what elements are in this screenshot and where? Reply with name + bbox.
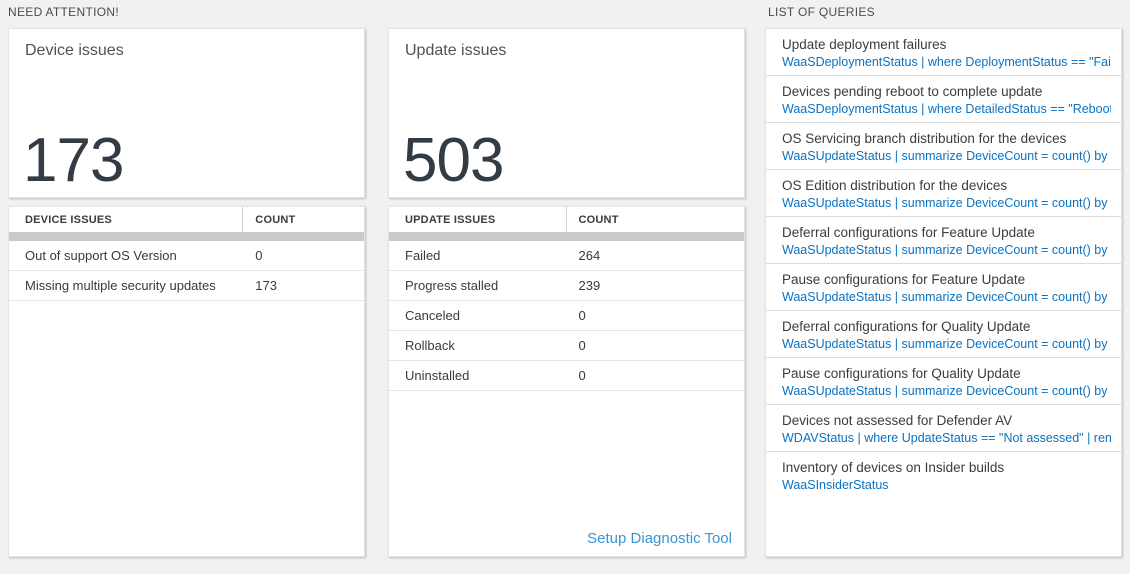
query-text: WaaSDeploymentStatus | where DeploymentS… (782, 55, 1111, 69)
header-divider-bar (9, 232, 364, 241)
need-attention-heading: NEED ATTENTION! (8, 5, 119, 19)
query-title: Devices not assessed for Defender AV (782, 413, 1013, 428)
query-text: WaaSUpdateStatus | summarize DeviceCount… (782, 149, 1111, 163)
row-label: Rollback (405, 338, 455, 353)
query-list-item[interactable]: Devices pending reboot to complete updat… (766, 76, 1121, 123)
query-title: Pause configurations for Feature Update (782, 272, 1026, 287)
row-label: Progress stalled (405, 278, 499, 293)
query-text: WaaSUpdateStatus | summarize DeviceCount… (782, 384, 1111, 398)
query-list-panel: Update deployment failures WaaSDeployment… (765, 28, 1122, 557)
list-of-queries-heading: LIST OF QUERIES (768, 5, 875, 19)
row-label: Canceled (405, 308, 460, 323)
table-row[interactable]: Rollback 0 (389, 331, 744, 361)
table-row[interactable]: Canceled 0 (389, 301, 744, 331)
query-text: WaaSDeploymentStatus | where DetailedSta… (782, 102, 1111, 116)
query-title: Update deployment failures (782, 37, 947, 52)
device-issues-table: DEVICE ISSUES COUNT Out of support OS Ve… (8, 206, 365, 557)
query-text: WaaSUpdateStatus | summarize DeviceCount… (782, 196, 1111, 210)
table-body: Out of support OS Version 0 Missing multip… (9, 241, 364, 301)
query-list-item[interactable]: Update deployment failures WaaSDeployment… (766, 29, 1121, 76)
update-issues-table: UPDATE ISSUES COUNT Failed 264 Progress st… (388, 206, 745, 557)
column-header-device-issues: DEVICE ISSUES (9, 207, 244, 232)
header-divider-bar (389, 232, 744, 241)
query-title: Devices pending reboot to complete updat… (782, 84, 1043, 99)
tile-title: Device issues (25, 42, 124, 59)
query-title: Deferral configurations for Quality Upda… (782, 319, 1031, 334)
query-list-item[interactable]: OS Servicing branch distribution for the… (766, 123, 1121, 170)
column-header-count: COUNT (255, 213, 296, 226)
device-issues-tile[interactable]: Device issues 173 (8, 28, 365, 198)
row-count: 0 (578, 338, 586, 353)
row-count: 264 (578, 248, 601, 263)
query-list: Update deployment failures WaaSDeployment… (766, 29, 1121, 499)
query-text: WaaSInsiderStatus (782, 478, 889, 492)
update-issues-count: 503 (403, 126, 504, 195)
query-title: Inventory of devices on Insider builds (782, 460, 1005, 475)
row-count: 0 (578, 368, 586, 383)
query-list-item[interactable]: Devices not assessed for Defender AV WDAV… (766, 405, 1121, 452)
query-text: WDAVStatus | where UpdateStatus == "Not … (782, 431, 1111, 445)
row-count: 239 (578, 278, 601, 293)
table-header-row: DEVICE ISSUES COUNT (9, 207, 364, 232)
query-title: Deferral configurations for Feature Upda… (782, 225, 1035, 240)
tile-title: Update issues (405, 42, 507, 59)
update-issues-tile[interactable]: Update issues 503 (388, 28, 745, 198)
row-count: 0 (578, 308, 586, 323)
row-label: Failed (405, 248, 441, 263)
row-label: Out of support OS Version (25, 248, 177, 263)
query-title: OS Edition distribution for the devices (782, 178, 1008, 193)
row-count: 173 (255, 278, 277, 293)
table-header-row: UPDATE ISSUES COUNT (389, 207, 744, 232)
row-label: Uninstalled (405, 368, 470, 383)
table-row[interactable]: Out of support OS Version 0 (9, 241, 364, 271)
query-title: Pause configurations for Quality Update (782, 366, 1021, 381)
query-title: OS Servicing branch distribution for the… (782, 131, 1067, 146)
query-list-item[interactable]: OS Edition distribution for the devices W… (766, 170, 1121, 217)
query-text: WaaSUpdateStatus | summarize DeviceCount… (782, 337, 1111, 351)
query-text: WaaSUpdateStatus | summarize DeviceCount… (782, 243, 1111, 257)
query-text: WaaSUpdateStatus | summarize DeviceCount… (782, 290, 1111, 304)
column-header-update-issues: UPDATE ISSUES (389, 207, 567, 232)
query-list-item[interactable]: Inventory of devices on Insider builds Wa… (766, 452, 1121, 499)
query-list-item[interactable]: Pause configurations for Feature Update W… (766, 264, 1121, 311)
column-header-count: COUNT (578, 213, 619, 226)
query-list-item[interactable]: Deferral configurations for Feature Upda… (766, 217, 1121, 264)
setup-diagnostic-tool-link[interactable]: Setup Diagnostic Tool (587, 530, 732, 547)
query-list-item[interactable]: Deferral configurations for Quality Upda… (766, 311, 1121, 358)
table-row[interactable]: Uninstalled 0 (389, 361, 744, 391)
table-row[interactable]: Progress stalled 239 (389, 271, 744, 301)
device-issues-count: 173 (23, 126, 124, 195)
table-row[interactable]: Failed 264 (389, 241, 744, 271)
table-body: Failed 264 Progress stalled 239 Canceled 0 Rol… (389, 241, 744, 391)
row-count: 0 (255, 248, 263, 263)
row-label: Missing multiple security updates (25, 278, 216, 293)
query-list-item[interactable]: Pause configurations for Quality Update W… (766, 358, 1121, 405)
table-row[interactable]: Missing multiple security updates 173 (9, 271, 364, 301)
